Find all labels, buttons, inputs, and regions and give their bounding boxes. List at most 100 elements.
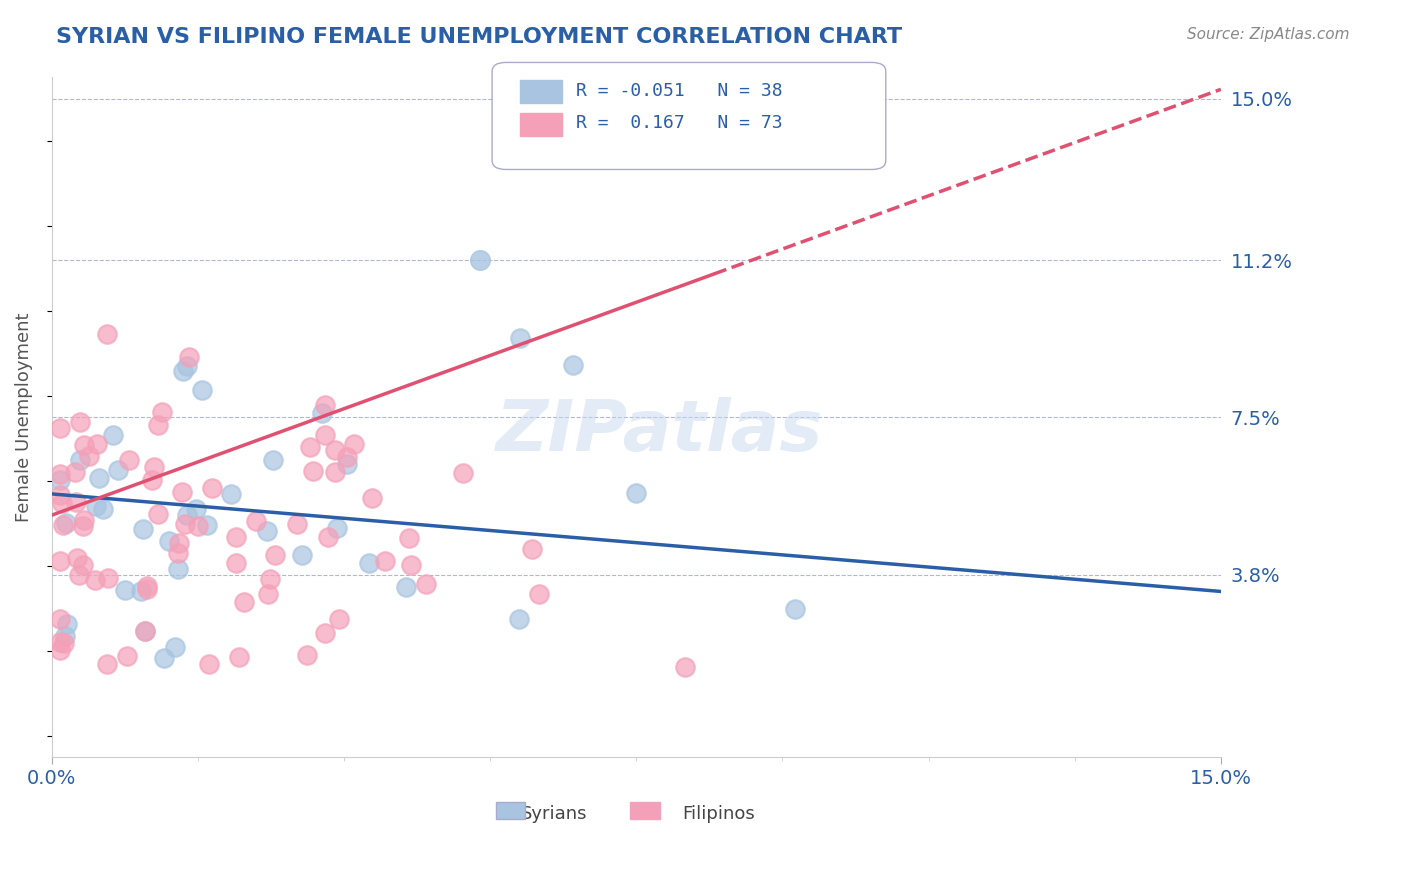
Point [117, 648, 139, 663]
Point [172, 485, 194, 500]
Point [256, 524, 278, 539]
Point [134, 624, 156, 638]
Point [56, 617, 79, 632]
Point [245, 514, 267, 528]
Point [186, 501, 208, 516]
Point [48, 467, 70, 481]
Point [167, 546, 190, 560]
Point [48, 421, 70, 435]
Point [118, 452, 141, 467]
Point [201, 481, 224, 495]
Point [65, 495, 87, 509]
Point [172, 364, 194, 378]
Point [451, 466, 474, 480]
Point [314, 428, 336, 442]
Point [259, 572, 281, 586]
Point [152, 405, 174, 419]
Point [219, 487, 242, 501]
Point [298, 440, 321, 454]
Point [395, 580, 418, 594]
Text: ZIPatlas: ZIPatlas [496, 397, 824, 466]
Point [69, 453, 91, 467]
Point [176, 508, 198, 522]
Point [174, 517, 197, 532]
Point [470, 253, 492, 268]
Point [673, 660, 696, 674]
Point [785, 601, 807, 615]
Point [72, 438, 94, 452]
Point [509, 330, 531, 344]
Point [65, 551, 87, 566]
Point [415, 576, 437, 591]
Point [51, 496, 73, 510]
Point [157, 533, 180, 548]
Point [167, 562, 190, 576]
Point [163, 640, 186, 654]
Point [136, 582, 159, 597]
Point [191, 383, 214, 397]
Point [302, 464, 325, 478]
Point [131, 522, 153, 536]
Point [142, 459, 165, 474]
Point [343, 437, 366, 451]
Point [72, 519, 94, 533]
Point [169, 536, 191, 550]
Point [67, 567, 90, 582]
Point [53, 635, 76, 649]
Text: Syrians: Syrians [522, 805, 588, 823]
Point [326, 521, 349, 535]
Text: R = -0.051   N = 38: R = -0.051 N = 38 [576, 82, 783, 100]
Point [624, 486, 647, 500]
Point [96, 327, 118, 342]
Point [48, 473, 70, 487]
Point [177, 351, 200, 365]
Point [336, 457, 359, 471]
Point [195, 518, 218, 533]
Point [314, 626, 336, 640]
Point [228, 650, 250, 665]
Point [48, 488, 70, 502]
Point [198, 657, 221, 672]
Point [53, 629, 76, 643]
Point [316, 529, 339, 543]
Point [529, 587, 551, 601]
Point [225, 557, 247, 571]
Point [264, 548, 287, 562]
Bar [630, 802, 659, 819]
Point [72, 558, 94, 573]
Point [176, 359, 198, 373]
Text: R =  0.167   N = 73: R = 0.167 N = 73 [576, 114, 783, 132]
Point [262, 452, 284, 467]
Text: Filipinos: Filipinos [682, 805, 755, 823]
Point [72, 513, 94, 527]
Y-axis label: Female Unemployment: Female Unemployment [15, 313, 32, 522]
Point [86, 500, 108, 514]
Point [285, 516, 308, 531]
Point [84, 574, 107, 588]
Point [153, 651, 176, 665]
Point [55, 516, 77, 531]
Point [314, 397, 336, 411]
Point [336, 450, 359, 464]
Point [114, 582, 136, 597]
Point [48, 635, 70, 649]
Point [96, 657, 118, 672]
Bar [496, 802, 526, 819]
Point [97, 571, 120, 585]
Point [148, 417, 170, 432]
Point [323, 465, 346, 479]
Text: Source: ZipAtlas.com: Source: ZipAtlas.com [1187, 27, 1350, 42]
Point [233, 595, 256, 609]
Point [129, 584, 152, 599]
Point [187, 518, 209, 533]
Point [360, 491, 382, 505]
Point [101, 428, 124, 442]
Text: SYRIAN VS FILIPINO FEMALE UNEMPLOYMENT CORRELATION CHART: SYRIAN VS FILIPINO FEMALE UNEMPLOYMENT C… [56, 27, 903, 46]
Point [562, 358, 585, 372]
Point [357, 556, 380, 570]
Point [52, 518, 75, 533]
Point [399, 558, 422, 572]
Point [87, 471, 110, 485]
Point [328, 612, 350, 626]
Point [86, 437, 108, 451]
